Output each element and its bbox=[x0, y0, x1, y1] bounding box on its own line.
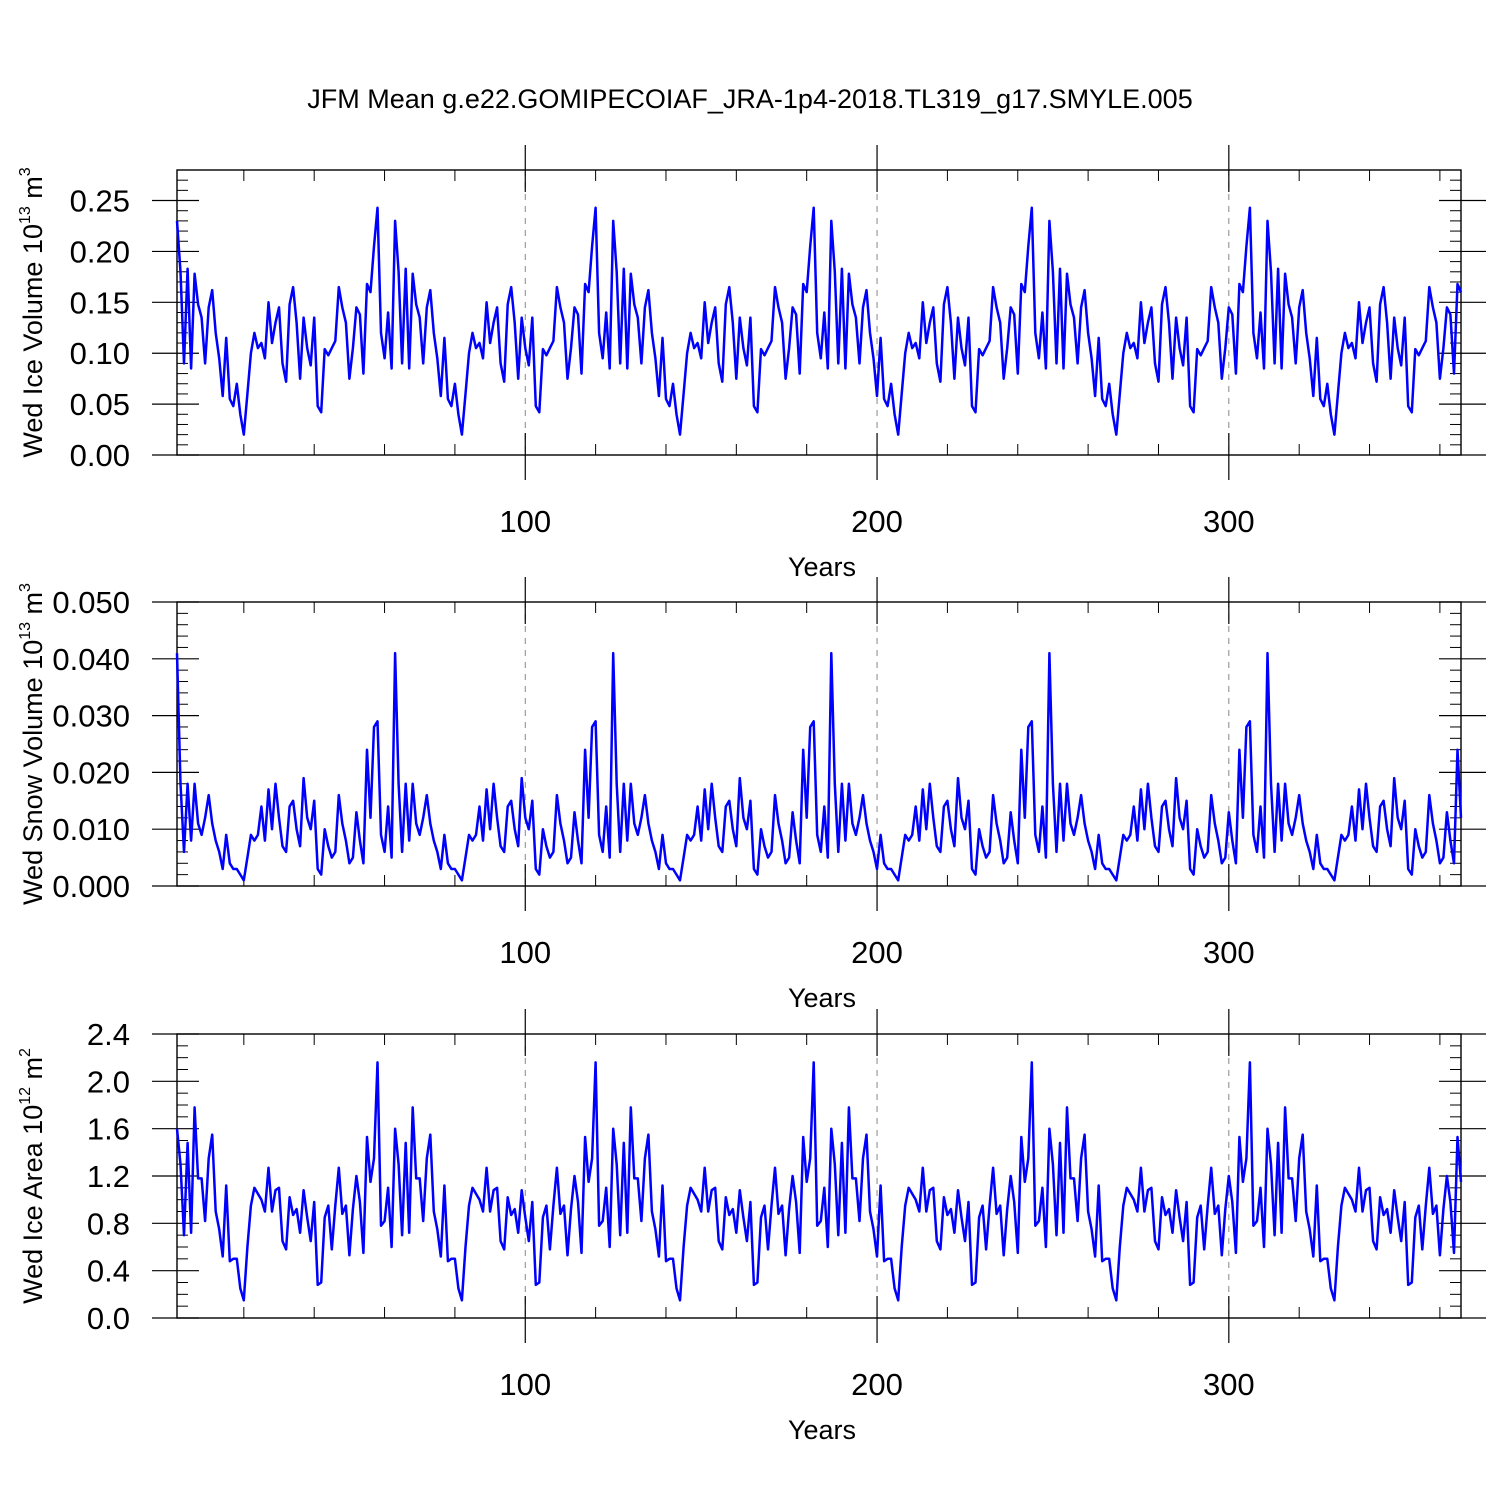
y-tick-label: 0.8 bbox=[87, 1206, 130, 1241]
y-tick-label: 0.15 bbox=[70, 285, 130, 320]
x-tick-label: 100 bbox=[499, 1367, 551, 1402]
y-tick-label: 1.6 bbox=[87, 1112, 130, 1147]
y-tick-label: 0.040 bbox=[52, 642, 130, 677]
y-tick-label: 0.00 bbox=[70, 438, 130, 473]
y-axis-label-unit-exponent: 3 bbox=[17, 167, 34, 176]
y-tick-label: 0.05 bbox=[70, 387, 130, 422]
y-tick-label: 0.020 bbox=[52, 755, 130, 790]
y-axis-label-unit-exponent: 2 bbox=[17, 1048, 34, 1057]
y-axis-label-main: Wed Ice Volume 10 bbox=[18, 224, 48, 458]
y-axis-label-exponent: 13 bbox=[17, 622, 34, 640]
y-tick-label: 0.0 bbox=[87, 1301, 130, 1336]
plot-snow-volume: 100 200 300 0.000 0.010 0.020 0.030 0.040 0.050 Y… bbox=[17, 577, 1486, 1013]
y-tick-label: 0.050 bbox=[52, 585, 130, 620]
y-tick-label: 0.030 bbox=[52, 699, 130, 734]
x-tick-label: 200 bbox=[851, 1367, 903, 1402]
y-axis-label-unit: m bbox=[18, 176, 48, 206]
y-tick-label: 2.0 bbox=[87, 1064, 130, 1099]
series-line bbox=[175, 206, 1463, 436]
y-tick-label: 0.4 bbox=[87, 1254, 130, 1289]
chart-title: JFM Mean g.e22.GOMIPECOIAF_JRA-1p4-2018.… bbox=[307, 84, 1192, 114]
x-axis-label: Years bbox=[788, 983, 856, 1013]
y-tick-label: 0.010 bbox=[52, 812, 130, 847]
y-axis-label-exponent: 13 bbox=[17, 206, 34, 224]
y-axis-label-main: Wed Ice Area 10 bbox=[18, 1105, 48, 1304]
y-axis-label-unit: m bbox=[18, 592, 48, 622]
y-axis-label: Wed Snow Volume 1013 m3 bbox=[17, 583, 48, 905]
y-tick-label: 0.000 bbox=[52, 869, 130, 904]
plot-ice-area: 100 200 300 0.0 0.4 0.8 1.2 1.6 2.0 2.4 Years Wed I… bbox=[17, 1009, 1486, 1445]
plot-frame bbox=[176, 169, 1462, 456]
series-line bbox=[175, 651, 1463, 882]
x-tick-label: 200 bbox=[851, 935, 903, 970]
x-tick-label: 100 bbox=[499, 935, 551, 970]
y-tick-label: 1.2 bbox=[87, 1159, 130, 1194]
plot-frame bbox=[176, 601, 1462, 887]
x-tick-label: 300 bbox=[1203, 935, 1255, 970]
x-tick-label: 300 bbox=[1203, 504, 1255, 539]
y-axis-label: Wed Ice Area 1012 m2 bbox=[17, 1048, 48, 1304]
y-tick-label: 0.25 bbox=[70, 184, 130, 219]
x-axis-label: Years bbox=[788, 1415, 856, 1445]
y-axis-label-main: Wed Snow Volume 10 bbox=[18, 640, 48, 905]
x-tick-label: 100 bbox=[499, 504, 551, 539]
series-line bbox=[175, 1061, 1463, 1302]
y-axis-label: Wed Ice Volume 1013 m3 bbox=[17, 167, 48, 457]
y-axis-label-unit-exponent: 3 bbox=[17, 583, 34, 592]
plot-ice-volume: 100 200 300 0.00 0.05 0.10 0.15 0.20 0.25 Years We… bbox=[17, 145, 1486, 582]
y-axis-label-exponent: 12 bbox=[17, 1087, 34, 1105]
x-tick-label: 200 bbox=[851, 504, 903, 539]
x-tick-label: 300 bbox=[1203, 1367, 1255, 1402]
y-tick-label: 0.10 bbox=[70, 336, 130, 371]
y-axis-label-unit: m bbox=[18, 1057, 48, 1087]
plots-container: 100 200 300 0.00 0.05 0.10 0.15 0.20 0.25 Years We… bbox=[17, 145, 1486, 1445]
x-axis-label: Years bbox=[788, 552, 856, 582]
y-tick-label: 0.20 bbox=[70, 234, 130, 269]
y-tick-label: 2.4 bbox=[87, 1017, 130, 1052]
